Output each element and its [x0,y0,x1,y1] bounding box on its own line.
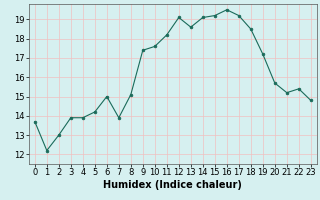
X-axis label: Humidex (Indice chaleur): Humidex (Indice chaleur) [103,180,242,190]
